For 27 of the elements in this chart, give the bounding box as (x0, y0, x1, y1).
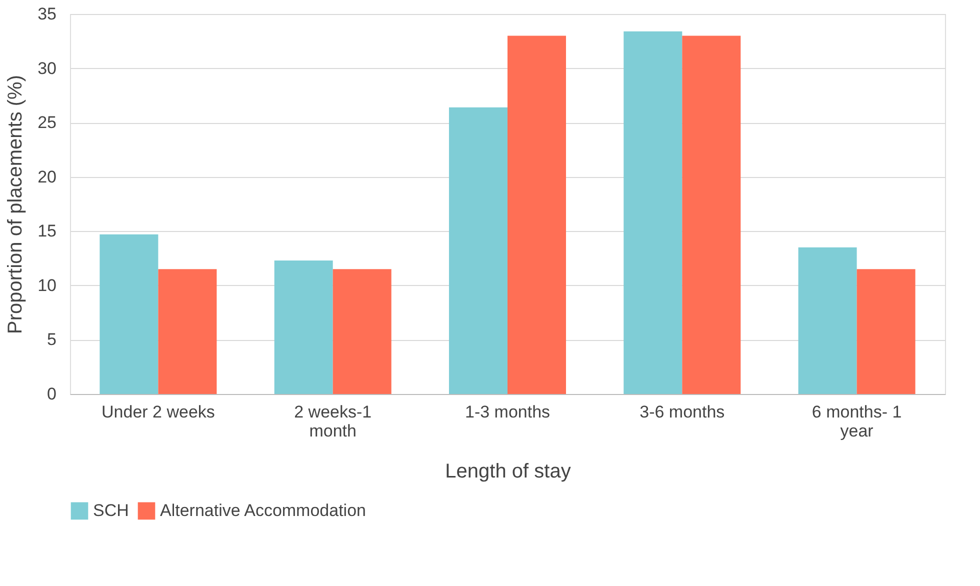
bar (798, 247, 857, 394)
bar (624, 31, 682, 394)
y-axis-title: Proportion of placements (%) (4, 74, 27, 334)
y-tick-label: 20 (38, 167, 56, 186)
x-axis-title: Length of stay (445, 460, 571, 482)
x-tick-label: 3-6 months (640, 402, 725, 422)
bar (682, 36, 741, 394)
bar (158, 269, 217, 394)
bar (332, 269, 392, 394)
bar (100, 234, 158, 394)
bar (856, 269, 916, 394)
bar (448, 107, 508, 394)
bar (508, 36, 566, 394)
y-tick-label: 5 (47, 330, 56, 350)
x-tick-label: 1-3 months (464, 402, 550, 422)
x-tick-label: 2 weeks-1 month (294, 402, 372, 440)
y-tick-label: 35 (38, 4, 56, 24)
y-tick-label: 10 (38, 276, 56, 295)
y-tick-label: 30 (38, 58, 56, 78)
legend-label: Alternative Accommodation (160, 500, 366, 520)
x-tick-label: Under 2 weeks (102, 402, 215, 422)
x-tick-label: 6 months- 1 year (812, 402, 902, 440)
legend-label: SCH (93, 500, 129, 520)
y-tick-label: 15 (38, 222, 56, 241)
y-tick-label: 0 (47, 384, 56, 404)
bar (274, 260, 333, 394)
y-tick-label: 25 (38, 113, 56, 132)
